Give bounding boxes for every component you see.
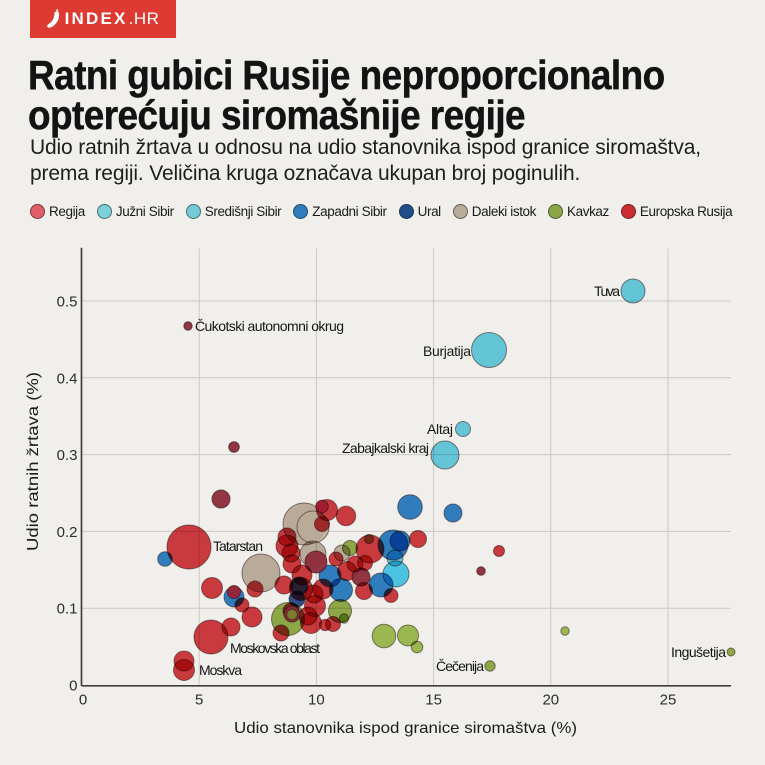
svg-text:Moskovska oblast: Moskovska oblast: [230, 640, 320, 656]
svg-text:0.2: 0.2: [57, 524, 78, 541]
svg-text:5: 5: [195, 692, 203, 709]
svg-text:Udio stanovnika ispod granice: Udio stanovnika ispod granice siromaštva…: [234, 720, 577, 737]
svg-text:Čečenija: Čečenija: [436, 658, 484, 674]
svg-text:Čukotski autonomni okrug: Čukotski autonomni okrug: [195, 318, 344, 334]
svg-text:Tuva: Tuva: [594, 283, 620, 299]
svg-text:Tatarstan: Tatarstan: [213, 538, 263, 554]
svg-text:Zabajkalski kraj: Zabajkalski kraj: [342, 440, 429, 456]
svg-text:15: 15: [425, 692, 442, 709]
svg-text:Altaj: Altaj: [427, 421, 453, 437]
svg-text:0.4: 0.4: [57, 370, 78, 387]
svg-text:0: 0: [69, 678, 77, 695]
svg-text:0.3: 0.3: [57, 447, 78, 464]
svg-text:10: 10: [308, 692, 325, 709]
svg-text:Moskva: Moskva: [199, 662, 242, 678]
svg-text:Udio ratnih žrtava (%): Udio ratnih žrtava (%): [25, 372, 42, 551]
svg-text:0.1: 0.1: [57, 601, 78, 618]
svg-text:0: 0: [79, 692, 87, 709]
svg-text:Ingušetija: Ingušetija: [671, 644, 726, 660]
svg-text:0.5: 0.5: [57, 294, 78, 311]
svg-text:Burjatija: Burjatija: [423, 343, 471, 359]
svg-text:25: 25: [660, 692, 677, 709]
svg-text:20: 20: [542, 692, 559, 709]
